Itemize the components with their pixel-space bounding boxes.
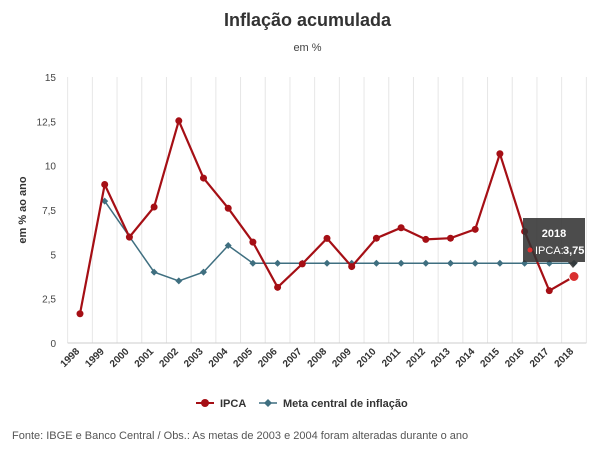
footer-source-note: Fonte: IBGE e Banco Central / Obs.: As m… (12, 430, 469, 442)
tooltip-year: 2018 (542, 228, 566, 240)
y-tick-label: 15 (45, 73, 57, 84)
y-axis: 0 2,5 5 7,5 10 12,5 15 (37, 73, 57, 350)
tooltip-value: 3,75 (563, 245, 584, 257)
x-tick-label: 2009 (330, 346, 354, 370)
x-tick-label: 2010 (355, 346, 379, 370)
data-point-ipca (76, 310, 84, 318)
y-tick-label: 5 (50, 250, 56, 261)
legend-marker-meta (264, 399, 272, 407)
legend-item-ipca[interactable]: IPCA (196, 398, 246, 410)
x-tick-label: 2004 (207, 346, 231, 370)
series-line-meta (104, 200, 574, 282)
data-point-ipca (101, 180, 109, 188)
y-tick-label: 12,5 (37, 117, 57, 128)
data-point-ipca (175, 117, 183, 125)
data-point-ipca (447, 234, 454, 242)
tooltip: 2018 IPCA: 3,75 (523, 218, 585, 268)
tooltip-label: IPCA: (535, 245, 564, 257)
x-tick-label: 2003 (182, 346, 206, 370)
data-point-meta (471, 259, 479, 267)
data-point-ipca (200, 174, 207, 182)
x-tick-label: 2000 (108, 346, 132, 370)
y-tick-label: 10 (45, 162, 57, 173)
data-point-ipca (150, 203, 158, 211)
series-line-ipca (78, 117, 575, 314)
x-tick-label: 2011 (380, 346, 403, 369)
x-tick-label: 2017 (528, 346, 552, 370)
data-point-ipca (348, 263, 356, 271)
data-point-meta (200, 268, 207, 276)
y-tick-label: 0 (50, 339, 56, 350)
legend-marker-ipca (201, 399, 209, 407)
x-tick-label: 2018 (553, 346, 577, 370)
x-tick-label: 2014 (454, 346, 478, 370)
y-axis-label: em % ao ano (17, 176, 29, 244)
data-point-ipca (323, 234, 331, 242)
data-point-ipca (568, 271, 580, 282)
data-point-ipca (372, 234, 380, 242)
x-axis: 1998 1999 2000 2001 2002 2003 2004 2005 2006 2007… (59, 342, 587, 370)
data-point-meta (447, 259, 454, 267)
data-point-meta (372, 259, 380, 267)
legend: IPCA Meta central de inflação (196, 398, 408, 410)
legend-label-ipca: IPCA (220, 398, 246, 410)
x-tick-label: 2006 (256, 346, 280, 370)
x-tick-label: 2013 (429, 346, 453, 370)
tooltip-box (523, 218, 585, 268)
data-point-meta (249, 259, 257, 267)
data-point-ipca (422, 235, 430, 243)
data-point-meta (274, 259, 282, 267)
x-tick-label: 2015 (479, 346, 503, 370)
data-point-ipca (298, 260, 306, 268)
x-tick-label: 2002 (157, 346, 181, 370)
data-point-ipca (249, 238, 257, 246)
data-point-ipca (224, 204, 232, 212)
x-tick-label: 2005 (232, 346, 256, 370)
chart-title: Inflação acumulada (223, 10, 392, 30)
data-point-meta (422, 259, 430, 267)
x-tick-label: 1998 (59, 346, 83, 370)
legend-item-meta[interactable]: Meta central de inflação (259, 398, 408, 410)
tooltip-series-dot (527, 247, 533, 253)
grid-lines (67, 77, 587, 343)
x-tick-label: 2016 (503, 346, 527, 370)
chart-subtitle: em % (293, 42, 322, 54)
x-tick-label: 2012 (404, 346, 428, 370)
x-tick-label: 2001 (133, 346, 157, 370)
data-point-meta (224, 241, 232, 249)
data-point-meta (496, 259, 504, 267)
x-tick-label: 2008 (306, 346, 330, 370)
data-point-ipca (274, 283, 282, 291)
x-tick-label: 1999 (83, 346, 107, 370)
data-point-ipca (471, 225, 479, 233)
data-point-meta (323, 259, 331, 267)
data-point-meta (175, 277, 183, 285)
series-group (76, 117, 580, 318)
data-point-ipca (397, 224, 405, 232)
x-tick-label: 2007 (281, 346, 305, 370)
legend-label-meta: Meta central de inflação (283, 398, 408, 410)
data-point-ipca (496, 150, 504, 158)
y-tick-label: 2,5 (42, 295, 56, 306)
data-point-ipca (545, 287, 553, 295)
data-point-meta (397, 259, 405, 267)
data-point-ipca (125, 233, 133, 241)
data-point-meta (150, 268, 158, 276)
y-tick-label: 7,5 (42, 206, 56, 217)
